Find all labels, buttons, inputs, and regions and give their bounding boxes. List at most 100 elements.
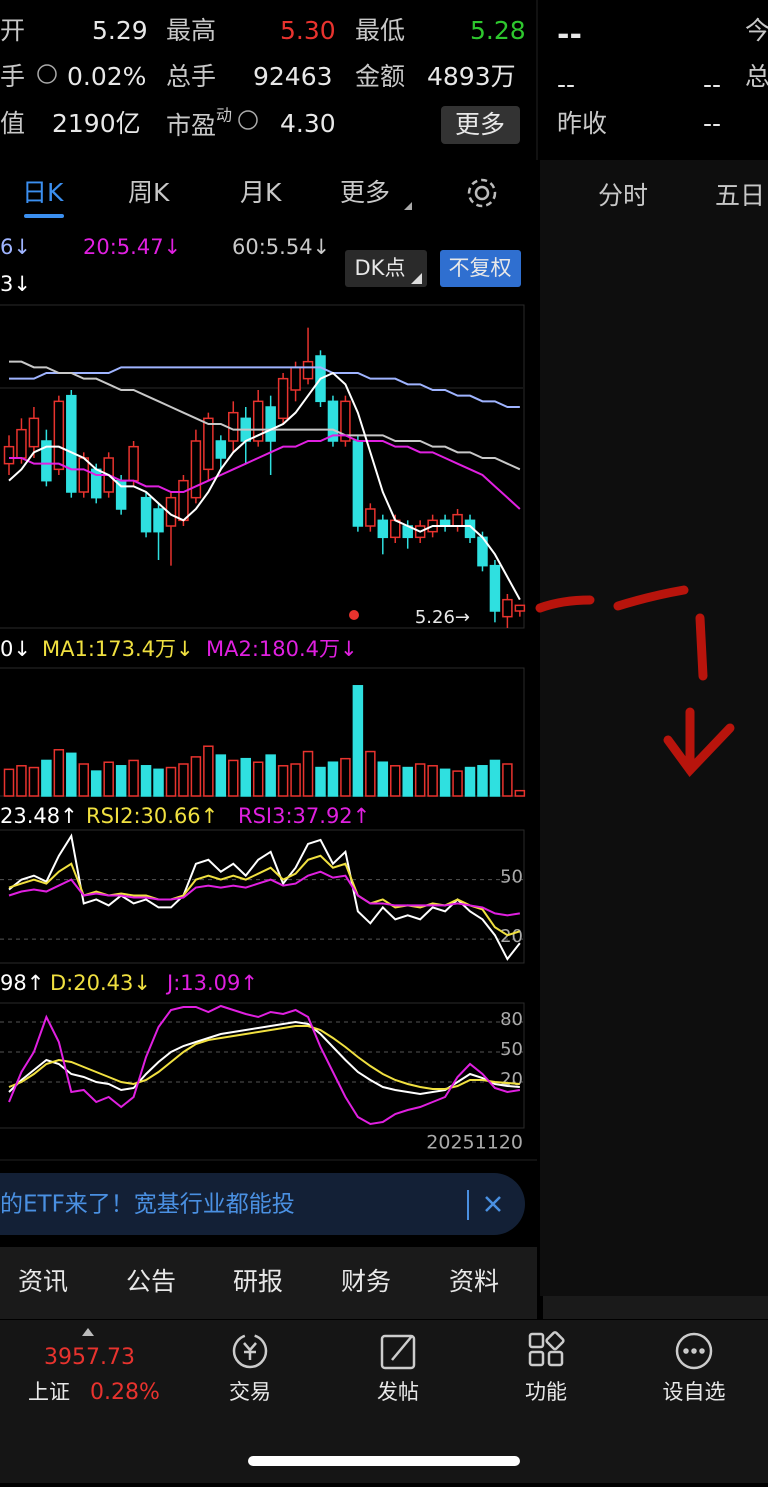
volume-bar bbox=[302, 750, 314, 797]
candle-body bbox=[228, 411, 239, 442]
volume-bar bbox=[115, 765, 127, 797]
tab[interactable]: 分时 bbox=[598, 181, 648, 210]
banner-text[interactable]: 的ETF来了！宽基行业都能投 bbox=[0, 1192, 295, 1218]
tab-active[interactable]: 日K bbox=[22, 178, 64, 207]
close-icon[interactable] bbox=[485, 1196, 501, 1212]
dk-button[interactable] bbox=[345, 250, 427, 287]
tab[interactable]: 更多 bbox=[340, 178, 390, 207]
line bbox=[8, 371, 521, 601]
nav-item[interactable]: 功能 bbox=[525, 1380, 567, 1404]
volume-bar bbox=[16, 765, 27, 797]
more-button-label[interactable]: 更多 bbox=[455, 110, 505, 139]
candle-body bbox=[53, 400, 65, 471]
legend-item: J:13.09↑ bbox=[165, 971, 258, 995]
value: 0.02% bbox=[67, 62, 146, 91]
value: 4.30 bbox=[280, 109, 336, 138]
line bbox=[8, 833, 521, 961]
info-icon bbox=[37, 64, 57, 84]
volume-bar bbox=[90, 770, 102, 797]
volume-bar bbox=[41, 759, 52, 797]
candle-body bbox=[203, 417, 214, 471]
nav-item[interactable]: 交易 bbox=[229, 1380, 271, 1404]
tab[interactable]: 资料 bbox=[449, 1267, 499, 1296]
min-price-label: 5.26→ bbox=[415, 607, 470, 628]
index-value[interactable]: 3957.73 bbox=[44, 1345, 135, 1370]
tab-bar bbox=[543, 1296, 768, 1319]
volume-bar bbox=[178, 763, 189, 797]
tab[interactable]: 研报 bbox=[233, 1267, 283, 1296]
value: 5.30 bbox=[280, 16, 336, 45]
candle-body bbox=[66, 394, 77, 493]
value: 2190亿 bbox=[52, 109, 141, 138]
y-tick-label: 80 bbox=[500, 1009, 523, 1030]
label: 动 bbox=[216, 106, 232, 125]
index-name[interactable]: 上证 bbox=[28, 1380, 70, 1404]
candle-body bbox=[215, 440, 227, 459]
legend-item: MA1:173.4万↓ bbox=[42, 637, 194, 661]
volume-bar bbox=[340, 757, 351, 797]
adjust-button[interactable] bbox=[440, 250, 521, 287]
candle-body bbox=[252, 400, 264, 442]
candle-body bbox=[140, 496, 152, 533]
settings-icon[interactable] bbox=[467, 178, 497, 208]
legend-item: 20:5.47↓ bbox=[83, 235, 181, 259]
value: 4893万 bbox=[427, 62, 516, 91]
candle-body bbox=[128, 445, 139, 482]
candle-body bbox=[115, 479, 127, 510]
dk-button-label[interactable]: DK点 bbox=[355, 256, 406, 280]
nav-icons bbox=[232, 1331, 713, 1370]
value: -- bbox=[557, 18, 582, 53]
legend-item: 0↓ bbox=[0, 637, 31, 661]
volume-bar bbox=[265, 754, 276, 797]
candle-body bbox=[365, 508, 376, 527]
volume-bar bbox=[477, 765, 488, 797]
volume-bar bbox=[439, 768, 451, 797]
tab-underline bbox=[24, 214, 64, 218]
nav-item[interactable]: 设自选 bbox=[663, 1380, 726, 1404]
candle-body bbox=[390, 519, 401, 539]
volume-bar bbox=[128, 759, 139, 797]
value: -- bbox=[703, 109, 721, 138]
legend-item: RSI3:37.92↑ bbox=[238, 804, 370, 828]
tab[interactable]: 公告 bbox=[126, 1267, 176, 1296]
candle-body bbox=[178, 479, 189, 522]
legend-item: 98↑ bbox=[0, 971, 44, 995]
adjust-button-label[interactable]: 不复权 bbox=[449, 256, 512, 280]
info-icon bbox=[238, 110, 258, 130]
tab[interactable]: 月K bbox=[240, 178, 282, 207]
tab[interactable]: 财务 bbox=[341, 1267, 391, 1296]
line bbox=[9, 434, 521, 510]
volume-bar bbox=[66, 752, 77, 797]
tab[interactable]: 周K bbox=[128, 178, 170, 207]
candle-body bbox=[190, 440, 202, 499]
line bbox=[8, 1020, 520, 1096]
tab[interactable]: 资讯 bbox=[18, 1267, 68, 1296]
volume-bar bbox=[452, 770, 463, 797]
more-button[interactable] bbox=[441, 106, 520, 144]
nav-item[interactable]: 发帖 bbox=[377, 1380, 419, 1404]
tab[interactable]: 五日 bbox=[715, 181, 765, 210]
candle-body bbox=[502, 598, 513, 618]
banner[interactable] bbox=[0, 1173, 525, 1235]
volume-bar bbox=[228, 759, 239, 797]
candle-body bbox=[16, 428, 27, 459]
candle-body bbox=[327, 400, 339, 442]
volume-bar bbox=[277, 765, 289, 797]
candle-body bbox=[28, 417, 40, 448]
volume-bar bbox=[53, 749, 65, 797]
candle-body bbox=[340, 400, 351, 442]
volume-bar bbox=[377, 761, 389, 797]
candle-body bbox=[302, 360, 314, 380]
legend-item: RSI2:30.66↑ bbox=[86, 804, 218, 828]
volume-bar bbox=[514, 789, 526, 797]
volume-bar bbox=[153, 768, 164, 797]
volume-bar bbox=[402, 766, 413, 797]
line bbox=[8, 1025, 520, 1090]
candle-body bbox=[514, 604, 526, 612]
index-change[interactable]: 0.28% bbox=[90, 1380, 160, 1405]
label: 开 bbox=[0, 16, 25, 45]
date-label: 20251120 bbox=[426, 1132, 523, 1154]
y-tick-label: 50 bbox=[500, 867, 523, 888]
volume-bar bbox=[28, 766, 40, 797]
volume-bar bbox=[327, 761, 339, 797]
